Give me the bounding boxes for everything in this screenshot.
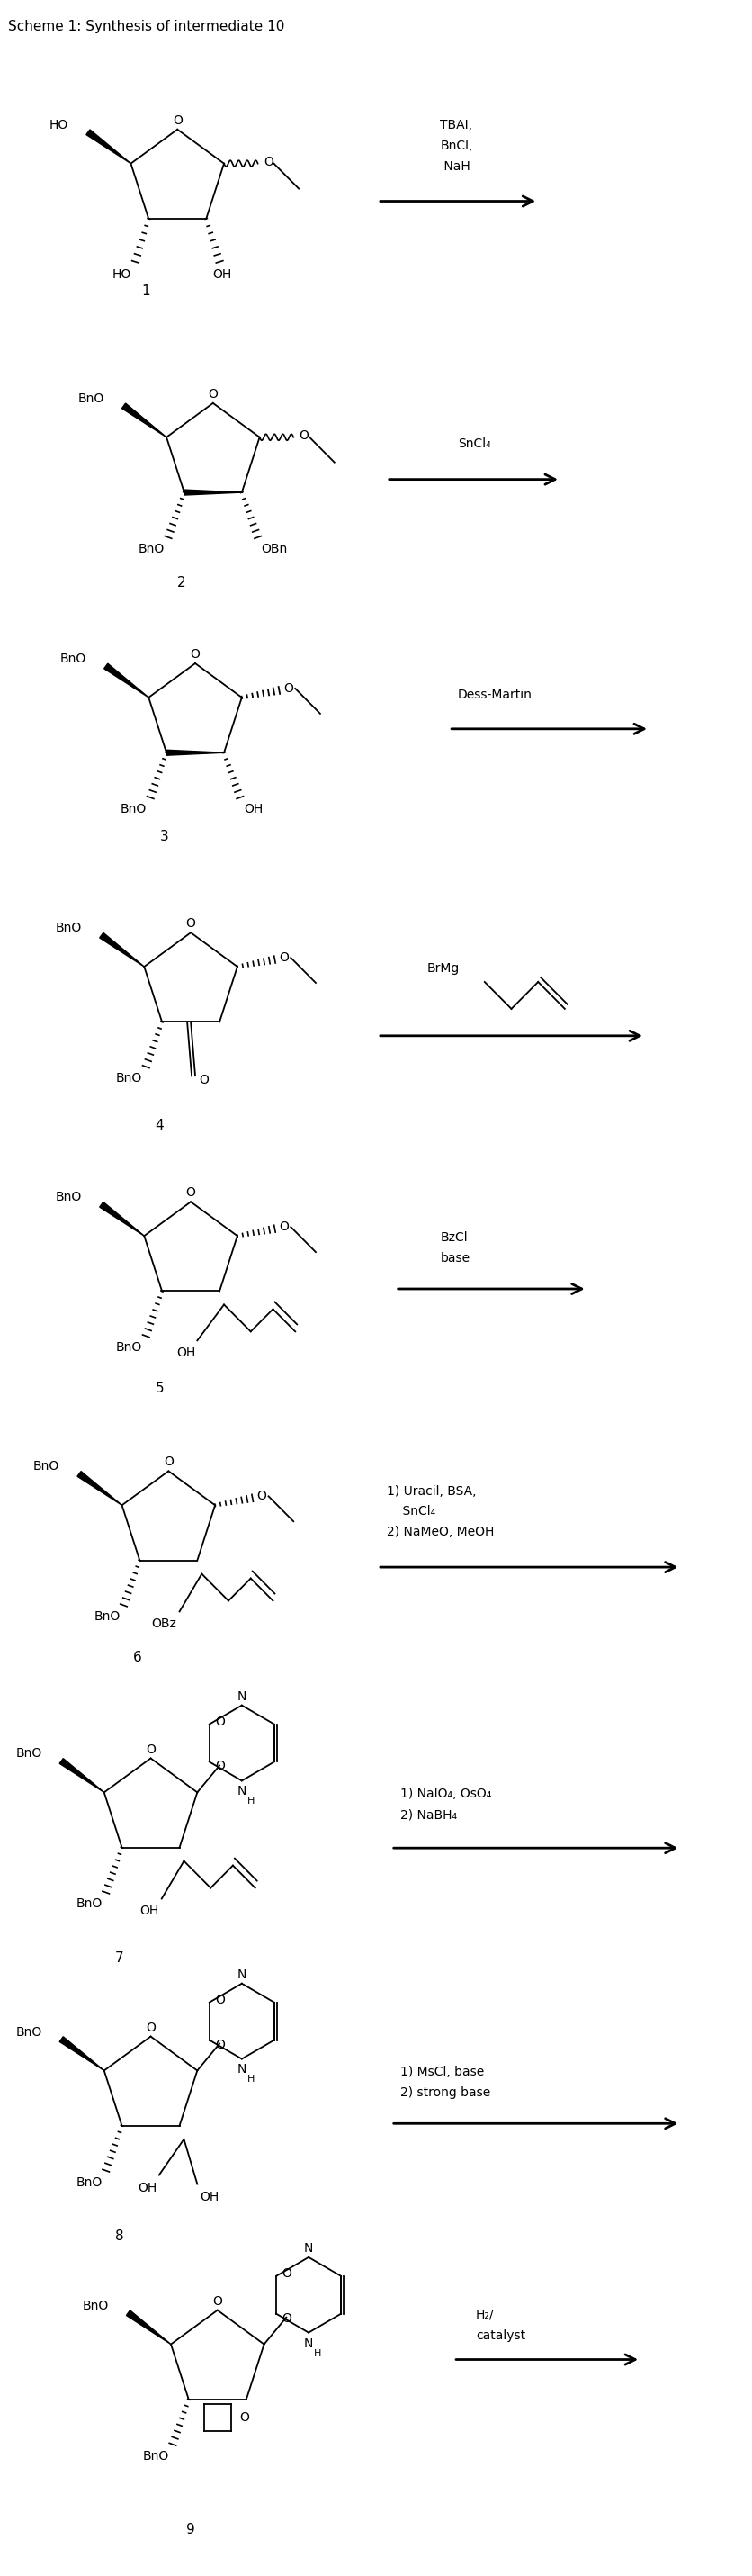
Text: 3: 3	[159, 829, 168, 842]
Text: O: O	[215, 1716, 225, 1728]
Text: OBz: OBz	[152, 1618, 177, 1631]
Text: N: N	[237, 2063, 246, 2076]
Text: N: N	[304, 2241, 313, 2254]
Polygon shape	[86, 129, 131, 162]
Text: 4: 4	[155, 1118, 164, 1133]
Text: H₂/: H₂/	[475, 2308, 493, 2321]
Text: Scheme 1: Synthesis of intermediate 10: Scheme 1: Synthesis of intermediate 10	[8, 21, 284, 33]
Polygon shape	[166, 750, 224, 755]
Text: BnO: BnO	[16, 2025, 41, 2038]
Text: catalyst: catalyst	[475, 2329, 525, 2342]
Polygon shape	[77, 1471, 122, 1504]
Polygon shape	[122, 404, 166, 438]
Text: O: O	[256, 1489, 266, 1502]
Text: BnO: BnO	[16, 1747, 41, 1759]
Text: O: O	[282, 2267, 292, 2280]
Text: O: O	[215, 1759, 225, 1772]
Text: O: O	[263, 155, 273, 167]
Text: BnO: BnO	[143, 2450, 169, 2463]
Text: O: O	[172, 113, 182, 126]
Text: HO: HO	[111, 268, 131, 281]
Text: OH: OH	[140, 1906, 159, 1917]
Text: BnO: BnO	[138, 544, 165, 556]
Text: base: base	[440, 1252, 469, 1265]
Polygon shape	[184, 489, 241, 495]
Text: 2) NaMeO, MeOH: 2) NaMeO, MeOH	[387, 1525, 493, 1538]
Text: 1) MsCl, base: 1) MsCl, base	[399, 2066, 484, 2079]
Text: 1) NaIO₄, OsO₄: 1) NaIO₄, OsO₄	[399, 1788, 490, 1801]
Text: BnO: BnO	[116, 1342, 142, 1355]
Text: SnCl₄: SnCl₄	[387, 1504, 435, 1517]
Text: OH: OH	[212, 268, 232, 281]
Text: BnCl,: BnCl,	[440, 139, 472, 152]
Polygon shape	[99, 933, 144, 966]
Text: BnO: BnO	[120, 804, 147, 817]
Text: 2) NaBH₄: 2) NaBH₄	[399, 1808, 456, 1821]
Text: HO: HO	[50, 118, 68, 131]
Text: O: O	[199, 1074, 209, 1087]
Text: OBn: OBn	[261, 544, 287, 556]
Text: N: N	[237, 1690, 246, 1703]
Text: 1: 1	[141, 283, 150, 299]
Text: H: H	[247, 2076, 254, 2084]
Text: BnO: BnO	[76, 1899, 102, 1911]
Text: 1) Uracil, BSA,: 1) Uracil, BSA,	[387, 1486, 475, 1499]
Text: O: O	[212, 2295, 222, 2308]
Text: BnO: BnO	[116, 1072, 142, 1084]
Text: O: O	[146, 2022, 156, 2035]
Text: 5: 5	[155, 1381, 164, 1396]
Text: O: O	[186, 1188, 196, 1200]
Text: O: O	[190, 649, 200, 659]
Text: NaH: NaH	[440, 160, 470, 173]
Text: O: O	[215, 2038, 225, 2050]
Text: O: O	[299, 430, 308, 440]
Text: BnO: BnO	[76, 2177, 102, 2190]
Text: O: O	[283, 683, 293, 696]
Text: 6: 6	[133, 1651, 141, 1664]
Text: OH: OH	[244, 804, 262, 817]
Polygon shape	[126, 2311, 171, 2344]
Text: O: O	[186, 917, 196, 930]
Text: BrMg: BrMg	[426, 963, 459, 974]
Text: O: O	[278, 1221, 288, 1234]
Text: O: O	[215, 1994, 225, 2007]
Text: OH: OH	[138, 2182, 157, 2195]
Text: O: O	[282, 2313, 292, 2324]
Text: N: N	[304, 2336, 313, 2349]
Text: Dess-Martin: Dess-Martin	[457, 688, 532, 701]
Text: 9: 9	[186, 2524, 195, 2537]
Text: O: O	[208, 389, 217, 399]
Polygon shape	[59, 1759, 104, 1793]
Text: BnO: BnO	[77, 392, 104, 404]
Text: TBAI,: TBAI,	[440, 118, 472, 131]
Text: 2) strong base: 2) strong base	[399, 2087, 490, 2099]
Text: 7: 7	[115, 1953, 123, 1965]
Polygon shape	[99, 1203, 144, 1236]
Text: OH: OH	[200, 2190, 219, 2202]
Text: H: H	[247, 1798, 254, 1806]
Text: O: O	[163, 1455, 173, 1468]
Text: OH: OH	[176, 1347, 196, 1360]
Text: BnO: BnO	[56, 922, 82, 935]
Text: N: N	[237, 1968, 246, 1981]
Text: O: O	[278, 951, 288, 963]
Text: 8: 8	[115, 2231, 123, 2244]
Text: N: N	[237, 1785, 246, 1798]
Text: BzCl: BzCl	[440, 1231, 467, 1244]
Text: BnO: BnO	[56, 1190, 82, 1203]
Text: O: O	[239, 2411, 249, 2424]
Text: BnO: BnO	[82, 2300, 108, 2313]
Text: BnO: BnO	[33, 1461, 59, 1473]
Text: BnO: BnO	[60, 652, 86, 665]
Text: 2: 2	[177, 577, 186, 590]
Text: H: H	[314, 2349, 321, 2357]
Text: BnO: BnO	[94, 1610, 120, 1623]
Polygon shape	[59, 2038, 104, 2071]
Polygon shape	[104, 665, 148, 698]
Text: SnCl₄: SnCl₄	[457, 438, 490, 451]
Text: O: O	[146, 1744, 156, 1757]
